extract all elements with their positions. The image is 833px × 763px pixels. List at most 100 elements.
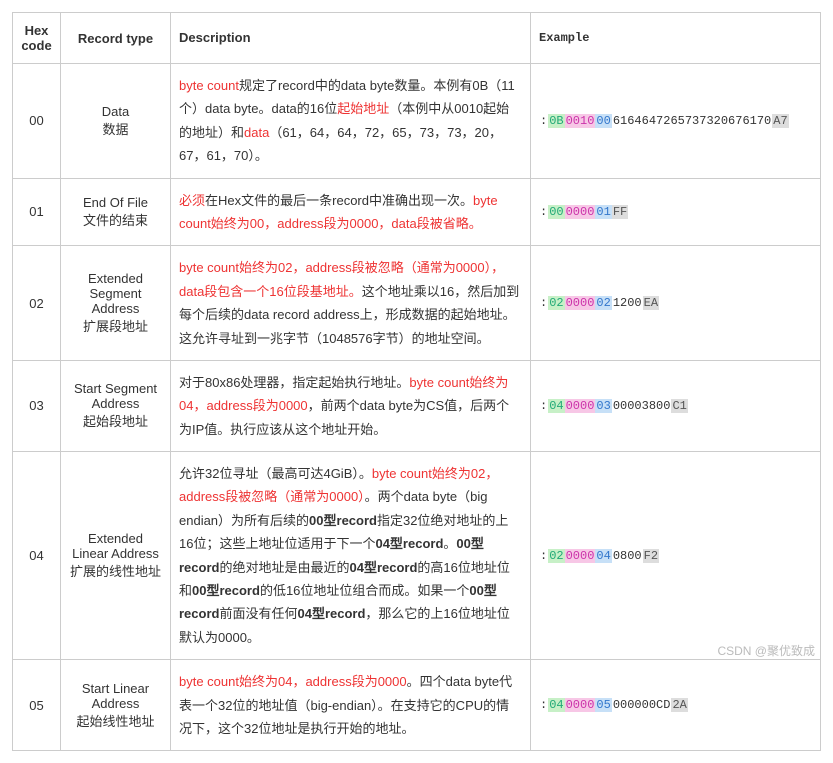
hex-segment: 05 (595, 698, 611, 712)
header-desc: Description (171, 13, 531, 64)
hex-segment: 00 (595, 114, 611, 128)
cell-desc: byte count始终为02，address段被忽略（通常为0000），dat… (171, 246, 531, 361)
table-row: 05Start Linear Address起始线性地址byte count始终… (13, 660, 821, 751)
hex-segment: EA (643, 296, 659, 310)
desc-part: 的低16位地址位组合而成。如果一个 (260, 583, 469, 598)
hex-segment: A7 (772, 114, 788, 128)
hex-segment: 04 (595, 549, 611, 563)
cell-type: Extended Segment Address扩展段地址 (61, 246, 171, 361)
hex-segment: 0000 (565, 549, 596, 563)
desc-part: 前面没有任何 (219, 606, 297, 621)
hex-segment: : (539, 205, 548, 219)
table-row: 03Start Segment Address起始段地址对于80x86处理器，指… (13, 360, 821, 451)
desc-part: 在Hex文件的最后一条record中准确出现一次。 (205, 193, 473, 208)
cell-desc: byte count始终为04，address段为0000。四个data byt… (171, 660, 531, 751)
cell-desc: 对于80x86处理器，指定起始执行地址。byte count始终为04，addr… (171, 360, 531, 451)
cell-example: :020000021200EA (531, 246, 821, 361)
header-ex: Example (531, 13, 821, 64)
type-en: End Of File (69, 195, 162, 210)
hex-segment: FF (612, 205, 628, 219)
hex-segment: 02 (595, 296, 611, 310)
type-zh: 扩展段地址 (69, 316, 162, 335)
cell-type: Start Segment Address起始段地址 (61, 360, 171, 451)
hex-segment: : (539, 114, 548, 128)
hex-segment: 03 (595, 399, 611, 413)
header-row: Hex code Record type Description Example (13, 13, 821, 64)
hex-segment: F2 (643, 549, 659, 563)
cell-example: :00000001FF (531, 178, 821, 246)
desc-part: 04型record (349, 560, 417, 575)
hex-segment: 1200 (612, 296, 643, 310)
cell-type: Extended Linear Address扩展的线性地址 (61, 452, 171, 660)
desc-part: 04型record (297, 606, 365, 621)
cell-hex: 05 (13, 660, 61, 751)
cell-desc: byte count规定了record中的data byte数量。本例有0B（1… (171, 64, 531, 179)
desc-part: 。 (443, 536, 456, 551)
hex-records-table: Hex code Record type Description Example… (12, 12, 821, 751)
cell-hex: 01 (13, 178, 61, 246)
desc-part: 的绝对地址是由最近的 (219, 560, 349, 575)
desc-part: 必须 (179, 193, 205, 208)
hex-segment: 02 (548, 549, 564, 563)
hex-segment: 04 (548, 399, 564, 413)
watermark: CSDN @聚优致成 (717, 642, 815, 659)
cell-hex: 03 (13, 360, 61, 451)
type-en: Extended Linear Address (69, 531, 162, 561)
hex-segment: 00003800 (612, 399, 672, 413)
type-en: Start Segment Address (69, 381, 162, 411)
cell-desc: 允许32位寻址（最高可达4GiB）。byte count始终为02，addres… (171, 452, 531, 660)
header-type: Record type (61, 13, 171, 64)
cell-hex: 04 (13, 452, 61, 660)
table-row: 01End Of File文件的结束必须在Hex文件的最后一条record中准确… (13, 178, 821, 246)
hex-segment: 01 (595, 205, 611, 219)
type-zh: 扩展的线性地址 (69, 561, 162, 580)
desc-part: byte count (179, 78, 239, 93)
cell-type: End Of File文件的结束 (61, 178, 171, 246)
type-zh: 起始线性地址 (69, 711, 162, 730)
hex-segment: : (539, 698, 548, 712)
hex-segment: 0000 (565, 399, 596, 413)
cell-example: :04000005000000CD2A (531, 660, 821, 751)
type-zh: 起始段地址 (69, 411, 162, 430)
hex-segment: 0000 (565, 296, 596, 310)
hex-segment: 04 (548, 698, 564, 712)
desc-part: 04型record (375, 536, 443, 551)
cell-type: Start Linear Address起始线性地址 (61, 660, 171, 751)
desc-part: 允许32位寻址（最高可达4GiB）。 (179, 466, 372, 481)
hex-segment: 02 (548, 296, 564, 310)
cell-type: Data数据 (61, 64, 171, 179)
hex-segment: 0800 (612, 549, 643, 563)
hex-segment: 0000 (565, 698, 596, 712)
type-zh: 数据 (69, 119, 162, 138)
cell-hex: 00 (13, 64, 61, 179)
hex-segment: 000000CD (612, 698, 672, 712)
hex-segment: 0010 (565, 114, 596, 128)
table-row: 00Data数据byte count规定了record中的data byte数量… (13, 64, 821, 179)
type-en: Start Linear Address (69, 681, 162, 711)
cell-example: :0B0010006164647265737320676170A7 (531, 64, 821, 179)
hex-segment: 00 (548, 205, 564, 219)
desc-part: 00型record (309, 513, 377, 528)
hex-segment: : (539, 549, 548, 563)
desc-part: data (244, 125, 269, 140)
desc-part: 起始地址 (337, 101, 389, 116)
desc-part: 00型record (192, 583, 260, 598)
hex-segment: 0000 (565, 205, 596, 219)
table-row: 02Extended Segment Address扩展段地址byte coun… (13, 246, 821, 361)
desc-part: 对于80x86处理器，指定起始执行地址。 (179, 375, 409, 390)
cell-hex: 02 (13, 246, 61, 361)
cell-desc: 必须在Hex文件的最后一条record中准确出现一次。byte count始终为… (171, 178, 531, 246)
type-en: Data (69, 104, 162, 119)
header-hex: Hex code (13, 13, 61, 64)
hex-segment: 0B (548, 114, 564, 128)
type-zh: 文件的结束 (69, 210, 162, 229)
desc-part: byte count始终为04，address段为0000 (179, 674, 407, 689)
hex-segment: 2A (671, 698, 687, 712)
cell-example: :020000040800F2 (531, 452, 821, 660)
hex-segment: C1 (671, 399, 687, 413)
hex-segment: 6164647265737320676170 (612, 114, 772, 128)
type-en: Extended Segment Address (69, 271, 162, 316)
cell-example: :0400000300003800C1 (531, 360, 821, 451)
table-row: 04Extended Linear Address扩展的线性地址允许32位寻址（… (13, 452, 821, 660)
hex-segment: : (539, 296, 548, 310)
